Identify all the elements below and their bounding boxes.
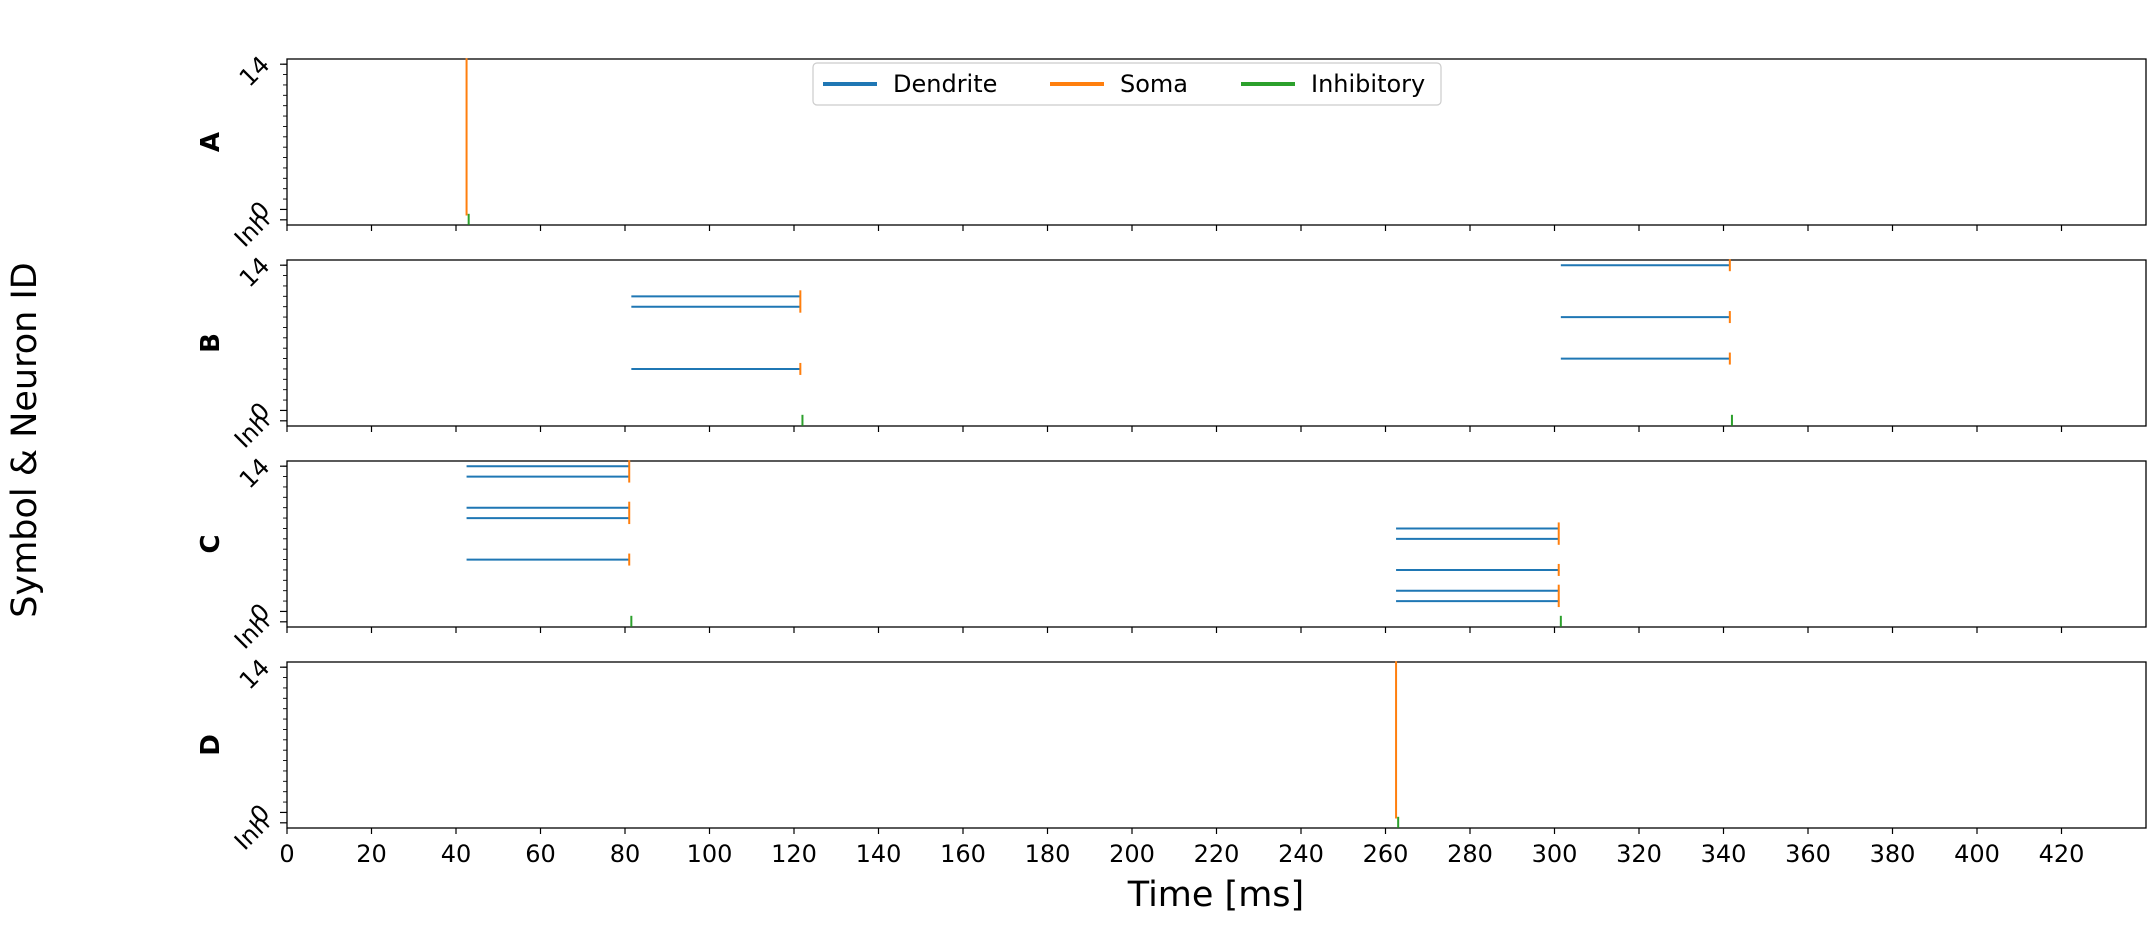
x-tick-label: 20 <box>356 840 387 868</box>
x-tick-label: 160 <box>940 840 986 868</box>
x-tick-label: 200 <box>1109 840 1155 868</box>
x-tick-label: 340 <box>1701 840 1747 868</box>
x-tick-label: 280 <box>1447 840 1493 868</box>
panel-frame-b <box>286 259 2147 427</box>
x-tick-label: 360 <box>1785 840 1831 868</box>
y-tick-label: 14 <box>234 51 275 92</box>
legend-label-dendrite: Dendrite <box>893 70 997 98</box>
y-tick-label: 14 <box>234 252 275 293</box>
x-tick-label: 220 <box>1194 840 1240 868</box>
legend-label-soma: Soma <box>1120 70 1188 98</box>
x-tick-label: 60 <box>525 840 556 868</box>
x-tick-label: 140 <box>856 840 902 868</box>
x-tick-label: 240 <box>1278 840 1324 868</box>
y-axis-title: Symbol & Neuron ID <box>5 262 45 617</box>
x-tick-label: 180 <box>1025 840 1071 868</box>
panel-frame-d <box>286 661 2147 829</box>
x-axis-title: Time [ms] <box>1127 875 1304 915</box>
x-tick-label: 400 <box>1954 840 2000 868</box>
x-tick-label: 380 <box>1870 840 1916 868</box>
x-tick-label: 0 <box>279 840 294 868</box>
panel-frame-c <box>286 460 2147 628</box>
x-tick-label: 320 <box>1616 840 1662 868</box>
panel-label-b: B <box>196 333 226 353</box>
panel-label-a: A <box>196 132 226 152</box>
x-tick-label: 420 <box>2039 840 2085 868</box>
y-tick-label: 14 <box>234 654 275 695</box>
x-tick-label: 300 <box>1532 840 1578 868</box>
x-tick-label: 260 <box>1363 840 1409 868</box>
legend-label-inhibitory: Inhibitory <box>1311 70 1425 98</box>
panel-label-c: C <box>196 534 226 553</box>
legend-box <box>812 62 1442 106</box>
x-tick-label: 80 <box>610 840 641 868</box>
panel-label-d: D <box>196 734 226 756</box>
y-tick-label: 14 <box>234 453 275 494</box>
x-tick-label: 120 <box>771 840 817 868</box>
x-tick-label: 100 <box>687 840 733 868</box>
x-tick-label: 40 <box>441 840 472 868</box>
